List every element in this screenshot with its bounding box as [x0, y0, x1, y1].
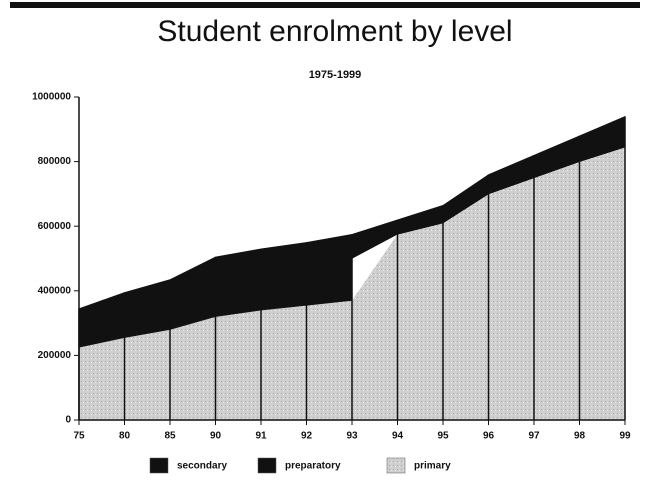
x-tick-label: 96 [483, 431, 495, 442]
legend-label: preparatory [285, 461, 341, 472]
x-tick-label: 98 [574, 431, 586, 442]
x-tick-label: 94 [392, 431, 404, 442]
x-tick-label: 93 [346, 431, 358, 442]
x-tick-label: 92 [301, 431, 313, 442]
y-tick-label: 800000 [38, 156, 72, 167]
y-tick-label: 200000 [38, 350, 72, 361]
x-tick-label: 85 [164, 431, 176, 442]
x-tick-label: 95 [437, 431, 449, 442]
x-tick-label: 97 [528, 431, 540, 442]
x-tick-label: 80 [119, 431, 131, 442]
legend-swatch [149, 457, 169, 474]
legend-label: primary [414, 461, 451, 472]
top-rule [10, 2, 640, 8]
chart-title: Student enrolment by level [157, 15, 512, 48]
x-tick-label: 75 [73, 431, 85, 442]
legend-swatch [386, 457, 406, 474]
legend-swatch [257, 457, 277, 474]
x-tick-label: 90 [210, 431, 222, 442]
x-tick-label: 91 [255, 431, 267, 442]
x-tick-label: 99 [619, 431, 631, 442]
legend-label: secondary [177, 461, 227, 472]
y-tick-label: 400000 [38, 285, 72, 296]
y-tick-label: 0 [65, 415, 71, 426]
y-tick-label: 1000000 [32, 92, 71, 103]
chart-subtitle: 1975-1999 [309, 69, 362, 81]
y-tick-label: 600000 [38, 221, 72, 232]
